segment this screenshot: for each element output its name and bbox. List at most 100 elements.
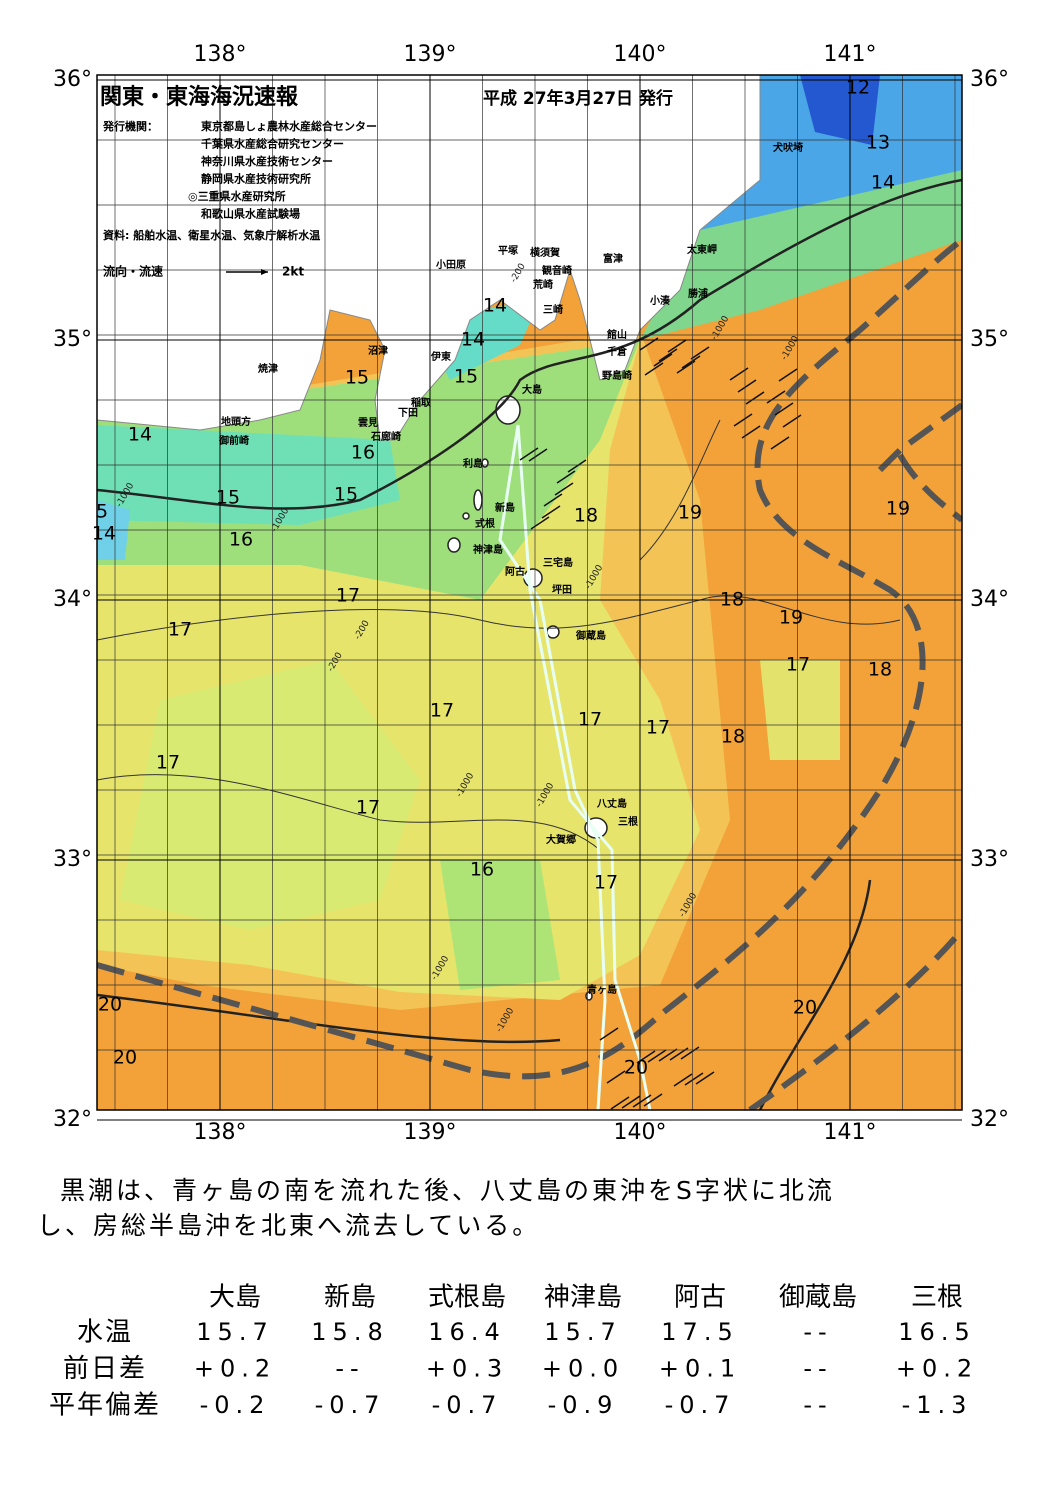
place-name: 大島 bbox=[522, 383, 542, 396]
sea-16b bbox=[440, 860, 560, 990]
place-name: 太東岬 bbox=[686, 243, 717, 256]
lon-label: 138° bbox=[194, 42, 247, 67]
grid bbox=[97, 75, 962, 1121]
publisher: 神奈川県水産技術センター bbox=[201, 154, 333, 168]
table-header: 式根島 bbox=[428, 1283, 506, 1313]
lat-label: 34° bbox=[970, 587, 1009, 612]
isotherm-label: 19 bbox=[678, 502, 702, 524]
table-cell: -- bbox=[803, 1391, 832, 1419]
isotherm-label: 18 bbox=[868, 659, 892, 681]
current-vector bbox=[643, 1093, 663, 1107]
place-name: 坪田 bbox=[552, 583, 572, 596]
isotherm bbox=[97, 993, 561, 1044]
issued-date: 平成 27年3月27日 発行 bbox=[483, 88, 673, 109]
table-cell: 15.7 bbox=[196, 1318, 273, 1346]
table-cell: +0.1 bbox=[659, 1355, 741, 1383]
island bbox=[447, 537, 461, 553]
place-name: 阿古 bbox=[505, 565, 525, 578]
isotherm-label: 20 bbox=[624, 1057, 648, 1079]
place-name: 横須賀 bbox=[530, 246, 560, 259]
current-vector bbox=[567, 459, 587, 473]
place-name: 平塚 bbox=[498, 244, 518, 257]
current-vector bbox=[684, 1072, 704, 1086]
isotherm-label: 17 bbox=[594, 872, 618, 894]
isotherm bbox=[97, 178, 962, 510]
lon-label: 141° bbox=[824, 42, 877, 67]
place-name: 石廊崎 bbox=[370, 430, 401, 443]
lon-label: 139° bbox=[404, 42, 457, 67]
place-name: 伊東 bbox=[430, 350, 451, 363]
place-name: 式根 bbox=[475, 517, 495, 530]
place-name: 小田原 bbox=[435, 258, 466, 271]
isotherm-label: 5 bbox=[96, 501, 108, 523]
place-name: 御前崎 bbox=[218, 434, 249, 447]
current-vector bbox=[541, 505, 561, 519]
current-vector bbox=[554, 482, 574, 496]
isotherm-label: 17 bbox=[430, 700, 454, 722]
isotherm-label: 18 bbox=[721, 726, 745, 748]
publisher: 静岡県水産技術研究所 bbox=[201, 172, 311, 186]
isotherm-label: 15 bbox=[216, 487, 240, 509]
sea-temperature-map bbox=[97, 75, 962, 1110]
island bbox=[462, 512, 470, 520]
current-vector bbox=[766, 390, 786, 404]
isotherm-label: 17 bbox=[356, 797, 380, 819]
place-name: 下田 bbox=[398, 407, 418, 419]
isotherm-label: 13 bbox=[866, 132, 890, 154]
isotherm-label: 18 bbox=[574, 505, 598, 527]
current-vector bbox=[528, 448, 548, 462]
isotherm-label: 19 bbox=[886, 498, 910, 520]
lat-label: 33° bbox=[970, 847, 1009, 872]
isotherms bbox=[97, 178, 962, 1110]
lon-label: 140° bbox=[614, 42, 667, 67]
isotherm-label: 15 bbox=[454, 366, 478, 388]
place-name: 富津 bbox=[603, 252, 623, 265]
place-name: 利島 bbox=[463, 457, 483, 470]
lon-label: 138° bbox=[194, 1120, 247, 1145]
isotherm-label: 17 bbox=[336, 585, 360, 607]
isotherm-label: 14 bbox=[128, 424, 152, 446]
place-name: 新島 bbox=[495, 501, 515, 514]
table-cell: +0.2 bbox=[194, 1355, 276, 1383]
row-label: 前日差 bbox=[63, 1354, 147, 1384]
current-vector bbox=[667, 339, 687, 353]
current-vector bbox=[647, 1049, 667, 1063]
isotherm-label: 17 bbox=[646, 717, 670, 739]
place-name: 八丈島 bbox=[596, 797, 627, 810]
table-header: 三根 bbox=[911, 1283, 963, 1313]
isotherm-label: 15 bbox=[334, 484, 358, 506]
table-cell: -0.9 bbox=[548, 1391, 619, 1419]
place-name: 小湊 bbox=[649, 294, 671, 307]
place-name: 三根 bbox=[618, 815, 638, 828]
table-cell: -- bbox=[335, 1355, 364, 1383]
legend-arrowhead bbox=[261, 269, 268, 275]
publisher: 東京都島しょ農林水産総合センター bbox=[201, 119, 377, 133]
table-cell: -0.7 bbox=[315, 1391, 386, 1419]
row-label: 平年偏差 bbox=[49, 1391, 161, 1421]
island bbox=[473, 489, 483, 511]
publisher: ◎三重県水産研究所 bbox=[188, 189, 286, 203]
lat-label: 32° bbox=[53, 1107, 92, 1132]
isotherm-label: 17 bbox=[786, 654, 810, 676]
place-name: 犬吠埼 bbox=[773, 141, 803, 154]
lat-label: 35° bbox=[53, 327, 92, 352]
table-cell: 15.8 bbox=[311, 1318, 388, 1346]
current-vector bbox=[782, 414, 802, 428]
table-header: 御蔵島 bbox=[779, 1283, 857, 1313]
place-name: 雲見 bbox=[358, 417, 378, 429]
summary-line: し、房総半島沖を北東へ流去している。 bbox=[37, 1211, 540, 1240]
current-vector bbox=[778, 368, 798, 382]
isotherm-label: 19 bbox=[779, 607, 803, 629]
place-name: 神津島 bbox=[473, 543, 503, 556]
isotherm-label: 14 bbox=[871, 172, 895, 194]
current-vector bbox=[599, 1027, 619, 1041]
isotherm-label: 16 bbox=[470, 859, 494, 881]
current-vector bbox=[610, 1096, 630, 1110]
lon-label: 140° bbox=[614, 1120, 667, 1145]
current-vector bbox=[644, 362, 664, 376]
legend-label: 流向・流速 bbox=[103, 264, 163, 279]
sea-17c bbox=[760, 660, 840, 760]
map-frame bbox=[96, 74, 963, 1111]
table-cell: +0.2 bbox=[896, 1355, 978, 1383]
current-vector bbox=[737, 379, 757, 393]
